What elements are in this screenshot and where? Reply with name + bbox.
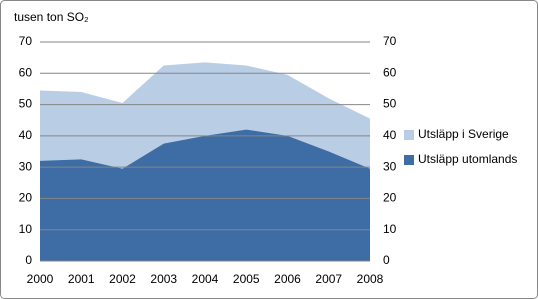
y-tick-label: 0 (25, 253, 32, 267)
x-tick-label: 2006 (274, 272, 301, 286)
legend-label: Utsläpp i Sverige (418, 127, 509, 141)
y2-tick-label: 60 (383, 65, 397, 79)
y2-tick-label: 20 (383, 191, 397, 205)
y-tick-label: 10 (19, 222, 33, 236)
y2-tick-label: 40 (383, 128, 397, 142)
x-tick-label: 2001 (68, 272, 95, 286)
y-tick-label: 40 (19, 128, 33, 142)
x-tick-label: 2007 (315, 272, 342, 286)
legend-swatch (404, 155, 414, 165)
x-tick-label: 2000 (27, 272, 54, 286)
x-tick-label: 2002 (109, 272, 136, 286)
x-tick-label: 2003 (150, 272, 177, 286)
y-tick-label: 60 (19, 65, 33, 79)
y2-tick-label: 10 (383, 222, 397, 236)
x-tick-label: 2008 (357, 272, 384, 286)
y-tick-label: 20 (19, 191, 33, 205)
x-tick-label: 2005 (233, 272, 260, 286)
x-tick-label: 2004 (192, 272, 219, 286)
y-axis-label: tusen ton SO₂ (14, 10, 89, 24)
y-tick-label: 50 (19, 97, 33, 111)
y-tick-label: 70 (19, 34, 33, 48)
y2-tick-label: 70 (383, 34, 397, 48)
y2-tick-label: 0 (383, 253, 390, 267)
y2-tick-label: 50 (383, 97, 397, 111)
legend-swatch (404, 130, 414, 140)
legend-label: Utsläpp utomlands (418, 152, 517, 166)
area (40, 129, 370, 261)
y2-tick-label: 30 (383, 159, 397, 173)
y-tick-label: 30 (19, 159, 33, 173)
